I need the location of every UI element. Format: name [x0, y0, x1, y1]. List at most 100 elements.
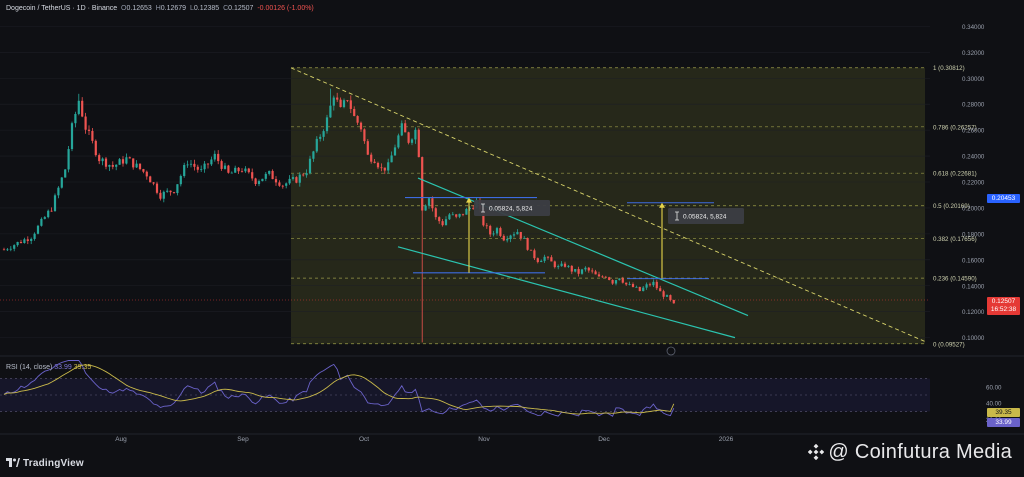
candle[interactable]	[214, 150, 216, 161]
candle[interactable]	[234, 166, 236, 173]
candle[interactable]	[326, 115, 328, 134]
candle[interactable]	[241, 168, 243, 172]
candle[interactable]	[608, 277, 610, 281]
candle[interactable]	[285, 182, 287, 188]
candle[interactable]	[258, 179, 260, 186]
candle[interactable]	[37, 225, 39, 234]
symbol-title[interactable]: Dogecoin / TetherUS · 1D · Binance	[6, 5, 117, 12]
candle[interactable]	[255, 178, 257, 186]
candle[interactable]	[170, 190, 172, 195]
candle[interactable]	[187, 161, 189, 168]
candle[interactable]	[23, 238, 25, 244]
candle[interactable]	[54, 194, 56, 212]
candle[interactable]	[238, 167, 240, 174]
candle[interactable]	[108, 165, 110, 171]
candle[interactable]	[163, 191, 165, 203]
candle[interactable]	[180, 174, 182, 186]
candle[interactable]	[115, 164, 117, 170]
candle[interactable]	[146, 171, 148, 180]
candle[interactable]	[248, 168, 250, 174]
candle[interactable]	[129, 157, 131, 159]
candle[interactable]	[57, 186, 59, 198]
candle[interactable]	[10, 246, 12, 251]
candle[interactable]	[173, 192, 175, 194]
rsi-legend[interactable]: RSI (14, close) 33.99 39.35	[6, 364, 91, 371]
candle[interactable]	[673, 300, 675, 304]
candle[interactable]	[176, 184, 178, 195]
candle[interactable]	[78, 94, 80, 116]
candle[interactable]	[282, 185, 284, 189]
candle[interactable]	[27, 236, 29, 244]
candle[interactable]	[6, 248, 8, 251]
candle[interactable]	[265, 172, 267, 181]
candle[interactable]	[153, 182, 155, 185]
candle[interactable]	[499, 227, 501, 238]
candle[interactable]	[221, 160, 223, 171]
candle[interactable]	[204, 161, 206, 173]
candle[interactable]	[408, 132, 410, 145]
candle-body	[459, 214, 461, 217]
candle[interactable]	[40, 217, 42, 226]
candle[interactable]	[68, 146, 70, 172]
candle[interactable]	[193, 160, 195, 171]
candle[interactable]	[190, 160, 192, 167]
candle[interactable]	[71, 122, 73, 151]
candle[interactable]	[81, 97, 83, 117]
candle[interactable]	[159, 190, 161, 201]
candle[interactable]	[64, 169, 66, 178]
candle[interactable]	[639, 287, 641, 292]
candle[interactable]	[224, 163, 226, 170]
candle[interactable]	[217, 150, 219, 164]
candle[interactable]	[397, 134, 399, 149]
candle[interactable]	[98, 153, 100, 164]
candle[interactable]	[17, 242, 19, 247]
candle[interactable]	[20, 240, 22, 244]
candle[interactable]	[275, 176, 277, 186]
candle[interactable]	[119, 158, 121, 165]
candle[interactable]	[88, 125, 90, 135]
candle[interactable]	[183, 163, 185, 178]
candle[interactable]	[210, 157, 212, 166]
candle[interactable]	[47, 209, 49, 218]
candle[interactable]	[272, 169, 274, 179]
candle[interactable]	[278, 180, 280, 187]
candle[interactable]	[227, 165, 229, 174]
candle[interactable]	[74, 112, 76, 128]
candle[interactable]	[418, 128, 420, 157]
candle[interactable]	[122, 156, 124, 166]
candle[interactable]	[112, 161, 114, 169]
candle[interactable]	[156, 182, 158, 195]
candle[interactable]	[125, 154, 127, 165]
candle[interactable]	[244, 166, 246, 173]
candle[interactable]	[102, 157, 104, 165]
candle-body	[156, 184, 158, 193]
candle[interactable]	[105, 157, 107, 169]
candle[interactable]	[61, 177, 63, 189]
scroll-to-realtime-icon[interactable]	[667, 347, 675, 355]
candle[interactable]	[3, 248, 5, 251]
candle[interactable]	[149, 176, 151, 183]
candle[interactable]	[530, 250, 532, 251]
candle[interactable]	[136, 160, 138, 168]
candle[interactable]	[295, 176, 297, 183]
candle[interactable]	[44, 216, 46, 219]
candle[interactable]	[30, 237, 32, 244]
candle[interactable]	[207, 163, 209, 168]
candle[interactable]	[251, 169, 253, 181]
candle[interactable]	[367, 139, 369, 155]
candle[interactable]	[142, 169, 144, 173]
candle[interactable]	[132, 158, 134, 169]
candle[interactable]	[166, 188, 168, 193]
candle[interactable]	[197, 165, 199, 173]
candle[interactable]	[85, 113, 87, 134]
candle[interactable]	[139, 163, 141, 170]
candle[interactable]	[261, 179, 263, 182]
candle[interactable]	[289, 175, 291, 185]
candle[interactable]	[13, 244, 15, 251]
candle[interactable]	[527, 237, 529, 250]
candle[interactable]	[268, 171, 270, 176]
candle[interactable]	[95, 139, 97, 156]
candle[interactable]	[231, 171, 233, 173]
candle[interactable]	[200, 165, 202, 172]
